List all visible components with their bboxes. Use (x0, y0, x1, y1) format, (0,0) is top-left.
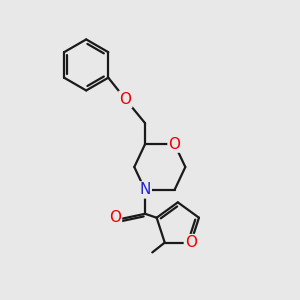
Text: O: O (109, 210, 121, 225)
Text: N: N (140, 182, 151, 197)
Text: O: O (169, 136, 181, 152)
Text: O: O (119, 92, 131, 107)
Text: O: O (185, 235, 197, 250)
